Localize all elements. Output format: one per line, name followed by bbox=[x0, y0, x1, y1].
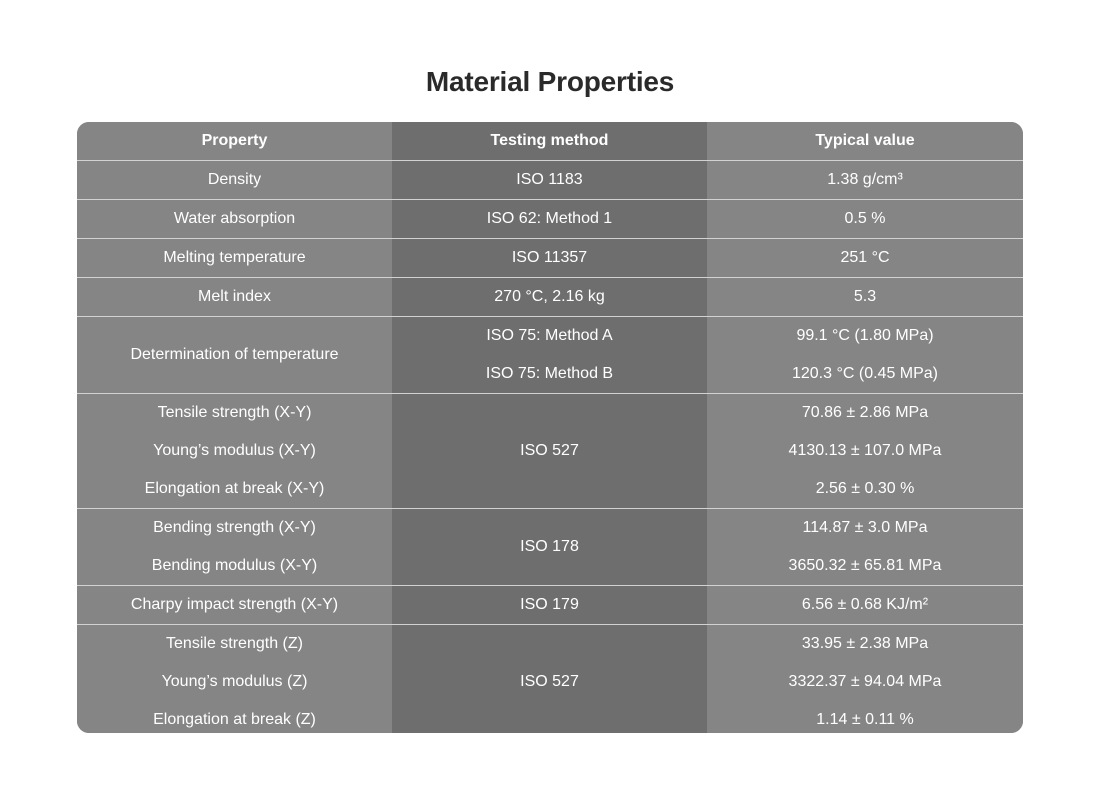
table-header-row: Property Testing method Typical value bbox=[77, 122, 1023, 161]
property-cell: Elongation at break (Z) bbox=[77, 701, 392, 733]
value-cell: 5.3 bbox=[707, 277, 1023, 317]
method-cell: ISO 75: Method A bbox=[392, 316, 707, 355]
method-cell: ISO 179 bbox=[392, 585, 707, 625]
table-row: Young’s modulus (X-Y) 4130.13 ± 107.0 MP… bbox=[77, 432, 1023, 470]
method-cell: ISO 62: Method 1 bbox=[392, 199, 707, 239]
property-cell: Young’s modulus (Z) bbox=[77, 663, 392, 701]
method-cell: ISO 527 bbox=[392, 393, 707, 509]
table-row: Water absorption ISO 62: Method 1 0.5 % bbox=[77, 199, 1023, 239]
property-cell: Elongation at break (X-Y) bbox=[77, 470, 392, 509]
value-cell: 3322.37 ± 94.04 MPa bbox=[707, 663, 1023, 701]
header-testing-method: Testing method bbox=[392, 122, 707, 161]
value-cell: 6.56 ± 0.68 KJ/m² bbox=[707, 585, 1023, 625]
value-cell: 3650.32 ± 65.81 MPa bbox=[707, 547, 1023, 586]
method-cell: ISO 75: Method B bbox=[392, 355, 707, 394]
table-row: Melting temperature ISO 11357 251 °C bbox=[77, 238, 1023, 278]
property-cell: Charpy impact strength (X-Y) bbox=[77, 585, 392, 625]
property-cell: Bending modulus (X-Y) bbox=[77, 547, 392, 586]
table-row: ISO 75: Method B 120.3 °C (0.45 MPa) bbox=[77, 355, 1023, 394]
value-cell: 70.86 ± 2.86 MPa bbox=[707, 393, 1023, 432]
header-typical-value: Typical value bbox=[707, 122, 1023, 161]
table-row: Young’s modulus (Z) 3322.37 ± 94.04 MPa bbox=[77, 663, 1023, 701]
method-cell: ISO 527 bbox=[392, 624, 707, 733]
value-cell: 99.1 °C (1.80 MPa) bbox=[707, 316, 1023, 355]
table-row: Tensile strength (Z) ISO 527 33.95 ± 2.3… bbox=[77, 624, 1023, 733]
method-cell: ISO 1183 bbox=[392, 160, 707, 200]
value-cell: 251 °C bbox=[707, 238, 1023, 278]
table-row: Tensile strength (X-Y) ISO 527 70.86 ± 2… bbox=[77, 393, 1023, 509]
value-cell: 4130.13 ± 107.0 MPa bbox=[707, 432, 1023, 470]
method-cell: ISO 11357 bbox=[392, 238, 707, 278]
property-cell: Density bbox=[77, 160, 392, 200]
page-title: Material Properties bbox=[425, 66, 675, 97]
value-cell: 120.3 °C (0.45 MPa) bbox=[707, 355, 1023, 394]
table-row: Elongation at break (X-Y) 2.56 ± 0.30 % bbox=[77, 470, 1023, 509]
method-cell: ISO 178 bbox=[392, 508, 707, 586]
value-cell: 2.56 ± 0.30 % bbox=[707, 470, 1023, 509]
table-row: Charpy impact strength (X-Y) ISO 179 6.5… bbox=[77, 585, 1023, 625]
value-cell: 1.14 ± 0.11 % bbox=[707, 701, 1023, 733]
table-row: Melt index 270 °C, 2.16 kg 5.3 bbox=[77, 277, 1023, 317]
value-cell: 1.38 g/cm³ bbox=[707, 160, 1023, 200]
method-cell: 270 °C, 2.16 kg bbox=[392, 277, 707, 317]
property-cell: Determination of temperature bbox=[77, 316, 392, 394]
property-cell: Melting temperature bbox=[77, 238, 392, 278]
header-property: Property bbox=[77, 122, 392, 161]
properties-table: Property Testing method Typical value De… bbox=[77, 122, 1023, 733]
table-row: Density ISO 1183 1.38 g/cm³ bbox=[77, 160, 1023, 200]
property-cell: Tensile strength (X-Y) bbox=[77, 393, 392, 432]
property-cell: Tensile strength (Z) bbox=[77, 624, 392, 663]
property-cell: Water absorption bbox=[77, 199, 392, 239]
table-row: Bending strength (X-Y) ISO 178 114.87 ± … bbox=[77, 508, 1023, 586]
material-properties-table: Property Testing method Typical value De… bbox=[77, 122, 1023, 733]
property-cell: Melt index bbox=[77, 277, 392, 317]
property-cell: Young’s modulus (X-Y) bbox=[77, 432, 392, 470]
table-row: Determination of temperature ISO 75: Met… bbox=[77, 316, 1023, 394]
table-row: Bending modulus (X-Y) 3650.32 ± 65.81 MP… bbox=[77, 547, 1023, 586]
value-cell: 33.95 ± 2.38 MPa bbox=[707, 624, 1023, 663]
table-row: Elongation at break (Z) 1.14 ± 0.11 % bbox=[77, 701, 1023, 733]
property-cell: Bending strength (X-Y) bbox=[77, 508, 392, 547]
value-cell: 0.5 % bbox=[707, 199, 1023, 239]
value-cell: 114.87 ± 3.0 MPa bbox=[707, 508, 1023, 547]
